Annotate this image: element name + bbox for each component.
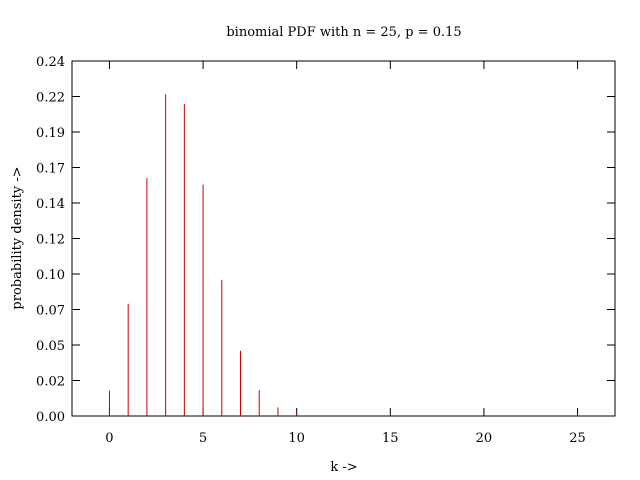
chart-title: binomial PDF with n = 25, p = 0.15 [226, 25, 461, 40]
y-axis-label: probability density -> [10, 166, 25, 309]
axis-ticks: 0 5 10 15 20 25 0.00 0.02 0.05 0.07 0.10 0.12 0.14 0.… [36, 55, 615, 446]
y-tick-label: 0.19 [36, 126, 65, 141]
y-tick-label: 0.14 [36, 197, 65, 212]
x-tick-label: 10 [288, 431, 305, 446]
plot-frame [71, 60, 616, 417]
x-axis-label: k -> [330, 460, 357, 475]
y-tick-label: 0.00 [36, 410, 65, 425]
y-tick-label: 0.05 [36, 339, 65, 354]
x-tick-label: 20 [476, 431, 493, 446]
y-tick-label: 0.07 [36, 304, 65, 319]
x-tick-label: 15 [382, 431, 399, 446]
x-tick-label: 0 [105, 431, 113, 446]
y-tick-label: 0.12 [36, 233, 65, 248]
y-tick-label: 0.24 [36, 55, 65, 70]
x-tick-label: 25 [569, 431, 586, 446]
y-tick-label: 0.10 [36, 268, 65, 283]
x-tick-label: 5 [199, 431, 207, 446]
y-tick-label: 0.02 [36, 375, 65, 390]
bars [108, 94, 335, 416]
y-tick-label: 0.17 [36, 162, 65, 177]
y-tick-label: 0.22 [36, 91, 65, 106]
